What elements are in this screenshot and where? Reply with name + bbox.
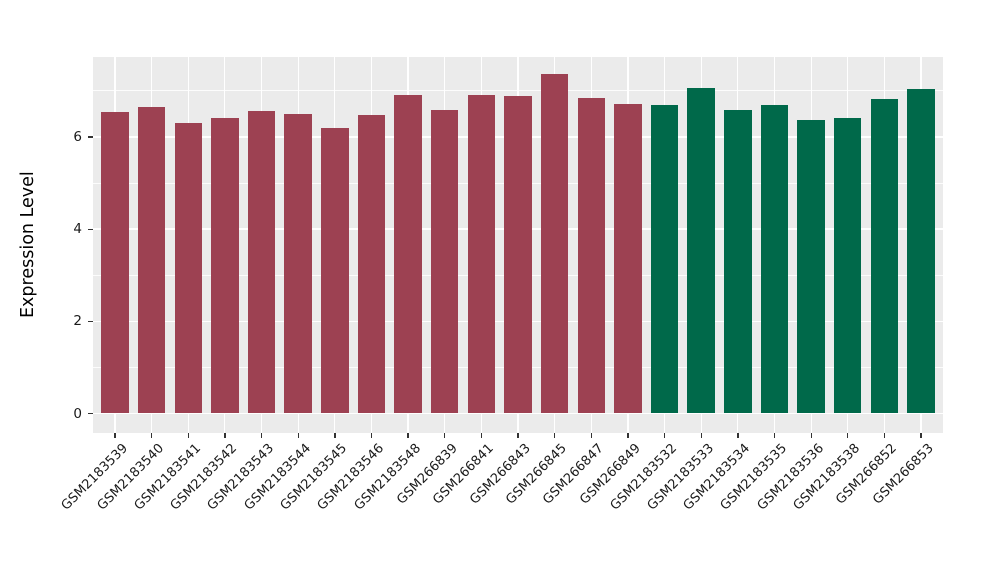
bar-GSM266845 (540, 73, 569, 414)
x-tick-mark-GSM2183538 (847, 433, 849, 438)
bar-GSM2183533 (687, 87, 715, 414)
bar-GSM266843 (504, 96, 532, 414)
bar-GSM2183539 (101, 111, 129, 414)
x-tick-mark-GSM2183541 (187, 433, 189, 438)
y-tick-label-6: 6 (73, 128, 82, 145)
y-tick-label-4: 4 (73, 221, 82, 238)
x-tick-mark-GSM266841 (480, 433, 483, 438)
bar-GSM2183545 (321, 128, 349, 414)
x-tick-mark-GSM266845 (554, 433, 556, 438)
x-tick-mark-GSM2183533 (700, 433, 702, 438)
bar-GSM2183546 (357, 115, 386, 414)
x-tick-mark-GSM266853 (920, 433, 922, 438)
x-tick-mark-GSM2183543 (260, 433, 263, 438)
x-tick-mark-GSM266849 (627, 433, 629, 438)
bar-GSM2183542 (211, 118, 239, 414)
bar-GSM2183540 (137, 106, 166, 414)
x-tick-mark-GSM2183546 (370, 433, 373, 438)
x-tick-mark-GSM266839 (444, 433, 446, 438)
bar-GSM266852 (870, 99, 899, 414)
bar-GSM2183535 (760, 104, 789, 414)
plot-panel (93, 57, 943, 433)
bar-GSM266841 (467, 95, 496, 414)
x-tick-mark-GSM2183542 (224, 433, 226, 438)
x-tick-mark-GSM2183540 (151, 433, 153, 438)
x-tick-mark-GSM266847 (590, 433, 592, 438)
bar-GSM266853 (907, 88, 935, 414)
x-tick-mark-GSM2183536 (810, 433, 812, 438)
y-tick-mark-2 (88, 320, 93, 322)
bar-GSM2183536 (797, 119, 825, 414)
y-axis-title: Expression Level (18, 171, 38, 319)
y-tick-label-0: 0 (73, 405, 82, 422)
bar-GSM2183534 (724, 110, 752, 414)
y-tick-mark-6 (88, 136, 93, 138)
y-tick-label-2: 2 (73, 313, 82, 330)
x-tick-mark-GSM2183534 (737, 433, 739, 438)
x-tick-mark-GSM2183539 (114, 433, 116, 438)
x-tick-mark-GSM2183548 (407, 433, 409, 438)
x-tick-mark-GSM2183532 (663, 433, 666, 438)
x-tick-mark-GSM2183544 (297, 433, 299, 438)
y-tick-mark-4 (88, 228, 93, 230)
bar-GSM2183541 (174, 123, 202, 414)
bar-GSM266847 (577, 98, 606, 414)
x-tick-mark-GSM266852 (883, 433, 886, 438)
y-tick-mark-0 (88, 412, 93, 415)
x-tick-mark-GSM2183545 (334, 433, 336, 438)
bar-GSM266849 (614, 104, 642, 414)
x-tick-mark-GSM2183535 (773, 433, 776, 438)
bar-GSM2183544 (284, 114, 312, 414)
bar-GSM2183543 (247, 111, 276, 414)
x-tick-mark-GSM266843 (517, 433, 519, 438)
bar-GSM2183548 (394, 95, 422, 414)
bar-GSM2183538 (833, 118, 862, 414)
bar-GSM266839 (430, 110, 459, 414)
bar-GSM2183532 (650, 104, 679, 414)
